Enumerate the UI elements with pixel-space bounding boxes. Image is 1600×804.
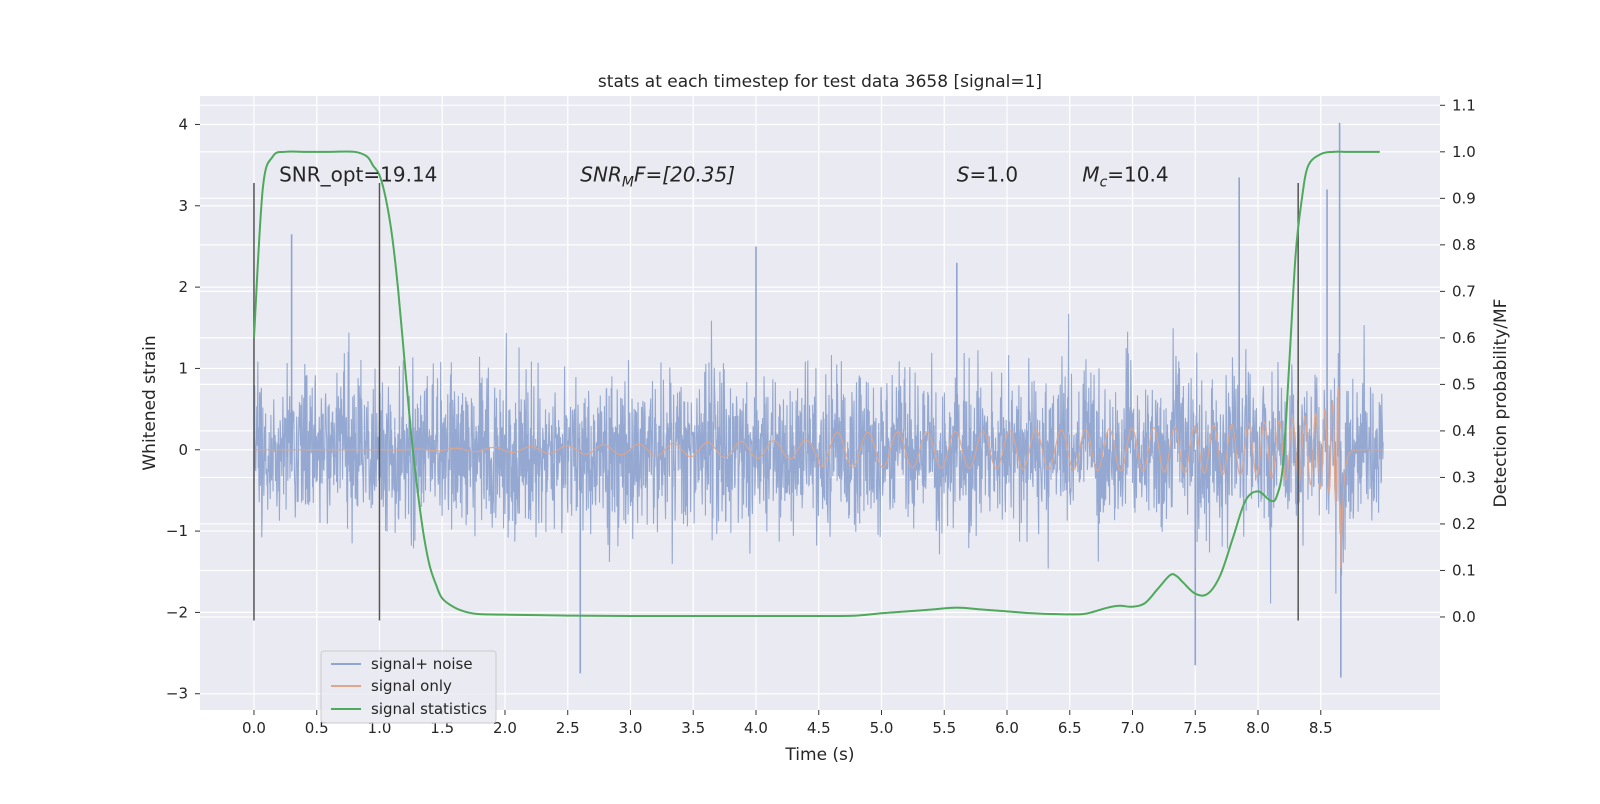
y-right-tick-label: 0.4 (1452, 422, 1476, 440)
legend-label-stats: signal statistics (371, 700, 487, 718)
series-signal-statistics (252, 150, 1380, 618)
chart-title: stats at each timestep for test data 365… (598, 72, 1042, 92)
annotation-text: SNR_opt=19.14 (279, 162, 437, 186)
y-right-tick-label: 0.0 (1452, 608, 1476, 626)
y-axis-right-ticks: 0.0 0.1 0.2 0.3 0.4 0.5 0.6 0.7 0.8 0.9 1.0 1.1 (1440, 96, 1476, 626)
x-tick-label: 6.5 (1058, 719, 1082, 737)
y-left-tick-label: 1 (178, 359, 188, 377)
y-right-tick-label: 0.5 (1452, 375, 1476, 393)
annotation-text: S=1.0 (957, 162, 1018, 186)
y-right-tick-label: 1.1 (1452, 96, 1476, 114)
statistics-curve (252, 150, 1380, 618)
y-right-tick-label: 0.8 (1452, 236, 1476, 254)
legend-label-noise: signal+ noise (371, 655, 473, 673)
y-right-tick-label: 0.9 (1452, 189, 1476, 207)
vertical-markers (253, 183, 1299, 621)
x-tick-label: 7.0 (1121, 719, 1145, 737)
series-signal-noise (253, 122, 1384, 678)
x-tick-label: 8.0 (1246, 719, 1270, 737)
y-right-tick-label: 0.3 (1452, 468, 1476, 486)
y-left-tick-label: −3 (166, 685, 188, 703)
y-axis-left-ticks: −3 −2 −1 0 1 2 3 4 (166, 115, 200, 703)
y-right-tick-label: 1.0 (1452, 143, 1476, 161)
y-left-tick-label: −2 (166, 603, 188, 621)
y-left-tick-label: 2 (178, 278, 188, 296)
x-tick-label: 8.5 (1309, 719, 1333, 737)
legend-label-signal: signal only (371, 677, 452, 695)
x-tick-label: 0.5 (305, 719, 329, 737)
legend: signal+ noise signal only signal statist… (320, 650, 497, 724)
x-tick-label: 2.5 (556, 719, 580, 737)
x-tick-label: 2.0 (493, 719, 517, 737)
x-tick-label: 4.5 (807, 719, 831, 737)
plot-area (200, 96, 1440, 710)
annotation-text: Mc=10.4 (1082, 162, 1168, 190)
legend-box (320, 650, 497, 724)
x-tick-label: 4.0 (744, 719, 768, 737)
y-right-tick-label: 0.1 (1452, 561, 1476, 579)
y-left-tick-label: 4 (178, 115, 188, 133)
x-tick-label: 3.0 (619, 719, 643, 737)
signal-trace (253, 386, 1384, 569)
annotation-text: SNRMF=[20.35] (580, 162, 735, 190)
y-right-tick-label: 0.7 (1452, 282, 1476, 300)
annotations: SNR_opt=19.14 SNRMF=[20.35] S=1.0 Mc=10.4 (279, 162, 1169, 190)
x-tick-label: 5.5 (932, 719, 956, 737)
y-right-tick-label: 0.6 (1452, 329, 1476, 347)
y-axis-right-label: Detection probability/MF (1491, 299, 1511, 508)
y-left-tick-label: −1 (166, 522, 188, 540)
x-tick-label: 3.5 (681, 719, 705, 737)
series-signal-only (253, 386, 1384, 569)
y-right-tick-label: 0.2 (1452, 515, 1476, 533)
x-axis-label: Time (s) (784, 745, 854, 765)
x-tick-label: 7.5 (1183, 719, 1207, 737)
x-tick-label: 0.0 (242, 719, 266, 737)
y-axis-left-label: Whitened strain (140, 335, 160, 470)
y-left-tick-label: 0 (178, 441, 188, 459)
x-tick-label: 6.0 (995, 719, 1019, 737)
x-tick-label: 5.0 (870, 719, 894, 737)
y-left-tick-label: 3 (178, 197, 188, 215)
